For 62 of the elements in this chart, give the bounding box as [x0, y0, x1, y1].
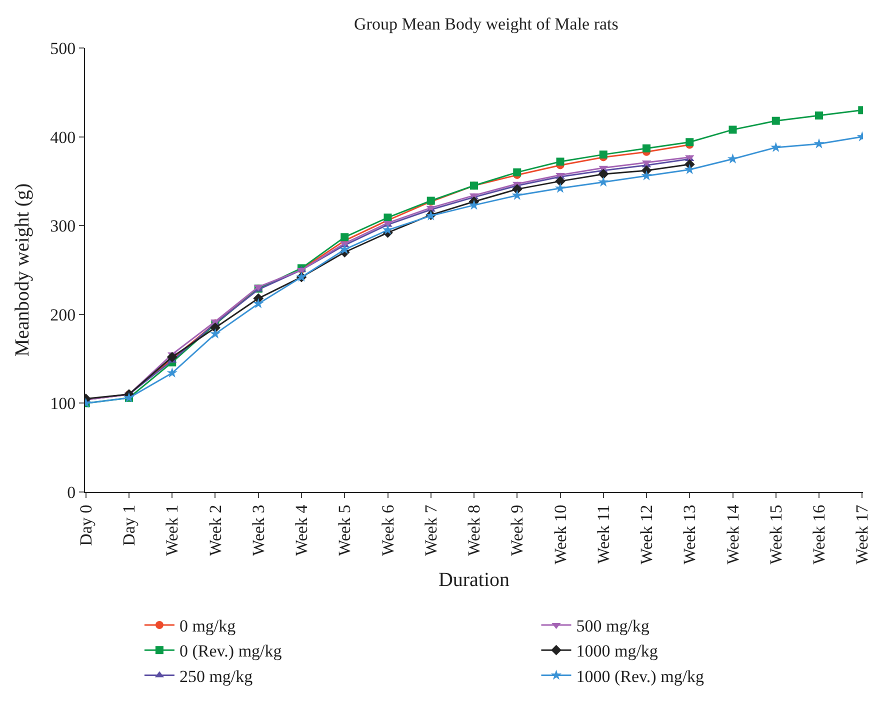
x-tick-label: Week 2 [206, 504, 225, 556]
x-tick-label: Week 8 [464, 504, 484, 556]
point [339, 244, 350, 254]
y-tick-label: 0 [67, 482, 76, 502]
x-tick-label: Week 1 [162, 504, 182, 556]
point [166, 367, 178, 378]
point [598, 176, 609, 187]
x-tick-label: Week 11 [594, 504, 613, 564]
x-tick-label: Week 3 [248, 504, 268, 556]
x-tick-label: Week 16 [810, 504, 829, 564]
x-tick-label: Week 15 [766, 504, 786, 564]
x-tick-label: Week 12 [637, 504, 656, 564]
x-tick-label: Week 6 [378, 504, 398, 556]
y-tick-label: 500 [50, 38, 76, 58]
x-tick-label: Week 4 [292, 504, 312, 556]
x-tick-label: Week 17 [852, 504, 872, 564]
y-tick-label: 300 [50, 216, 76, 236]
point [253, 298, 264, 308]
legend-label: 0 mg/kg [179, 616, 236, 636]
y-tick-label: 200 [50, 305, 76, 324]
legend-label: 500 mg/kg [576, 616, 650, 636]
y-tick-label: 400 [50, 128, 76, 147]
x-tick-label: Week 10 [550, 504, 570, 564]
y-axis-title: Meanbody weight (g) [12, 183, 34, 357]
point [513, 168, 522, 176]
y-tick-label: 100 [50, 394, 76, 414]
point [815, 111, 824, 120]
chart-title: Group Mean Body weight of Male rats [354, 14, 618, 34]
point [210, 328, 221, 338]
point [556, 158, 564, 166]
legend-label: 250 mg/kg [179, 666, 254, 686]
point [642, 144, 651, 152]
point [468, 200, 480, 210]
point [384, 214, 392, 222]
x-tick-label: Day 1 [120, 504, 139, 546]
point [512, 184, 522, 194]
x-axis-title: Duration [438, 568, 510, 591]
legend-label: 1000 mg/kg [576, 642, 658, 661]
point [210, 322, 220, 333]
point [166, 352, 178, 362]
legend-label: 1000 (Rev.) mg/kg [576, 666, 705, 686]
point [772, 116, 780, 125]
x-tick-label: Week 14 [723, 504, 742, 564]
point [598, 168, 609, 180]
point [641, 170, 652, 180]
point [814, 138, 824, 148]
point [554, 182, 566, 193]
point [684, 164, 695, 174]
point [770, 142, 782, 152]
point [512, 190, 522, 200]
point [728, 126, 737, 134]
x-tick-label: Week 13 [680, 504, 700, 564]
legend-label: 0 (Rev.) mg/kg [179, 642, 282, 661]
point [599, 150, 608, 159]
x-tick-label: Week 9 [508, 504, 527, 556]
x-tick-label: Day 0 [76, 504, 96, 546]
x-tick-label: Week 5 [335, 504, 354, 556]
point [727, 153, 738, 164]
point [555, 176, 566, 186]
point [340, 233, 349, 242]
x-tick-label: Week 7 [421, 504, 440, 556]
point [686, 138, 694, 146]
